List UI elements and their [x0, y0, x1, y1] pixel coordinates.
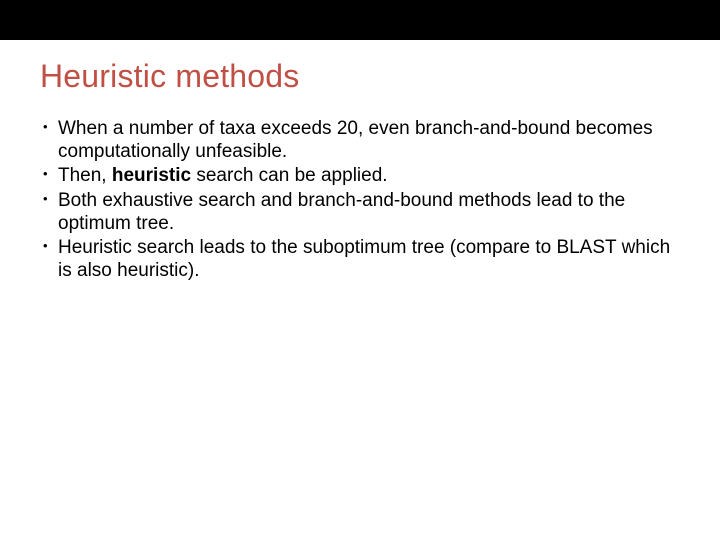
bullet-text-post: search can be applied. — [191, 165, 387, 186]
top-bar — [0, 0, 720, 40]
bullet-item: Then, heuristic search can be applied. — [40, 164, 680, 187]
bullet-list: When a number of taxa exceeds 20, even b… — [40, 117, 680, 282]
bullet-text-pre: When a number of taxa exceeds 20, even b… — [58, 118, 653, 162]
bullet-text-bold: heuristic — [112, 165, 191, 186]
bullet-text-pre: Both exhaustive search and branch-and-bo… — [58, 190, 625, 234]
bullet-text-pre: Then, — [58, 165, 112, 186]
bullet-text-pre: Heuristic search leads to the suboptimum… — [58, 237, 670, 281]
bullet-item: Heuristic search leads to the suboptimum… — [40, 236, 680, 282]
slide-title: Heuristic methods — [40, 58, 680, 95]
bullet-item: When a number of taxa exceeds 20, even b… — [40, 117, 680, 163]
slide-content: Heuristic methods When a number of taxa … — [0, 40, 720, 282]
bullet-item: Both exhaustive search and branch-and-bo… — [40, 189, 680, 235]
